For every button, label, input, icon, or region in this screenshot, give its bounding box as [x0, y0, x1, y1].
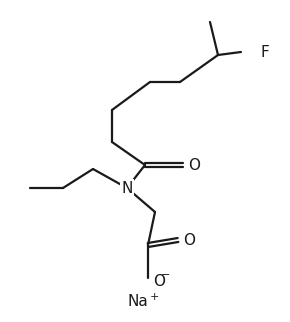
- Text: O: O: [183, 232, 195, 248]
- Text: F: F: [260, 44, 269, 60]
- Text: +: +: [149, 292, 159, 302]
- Text: N: N: [121, 181, 133, 195]
- Text: Na: Na: [128, 295, 148, 309]
- Text: O: O: [153, 274, 165, 289]
- Text: −: −: [161, 270, 171, 280]
- Text: O: O: [188, 157, 200, 173]
